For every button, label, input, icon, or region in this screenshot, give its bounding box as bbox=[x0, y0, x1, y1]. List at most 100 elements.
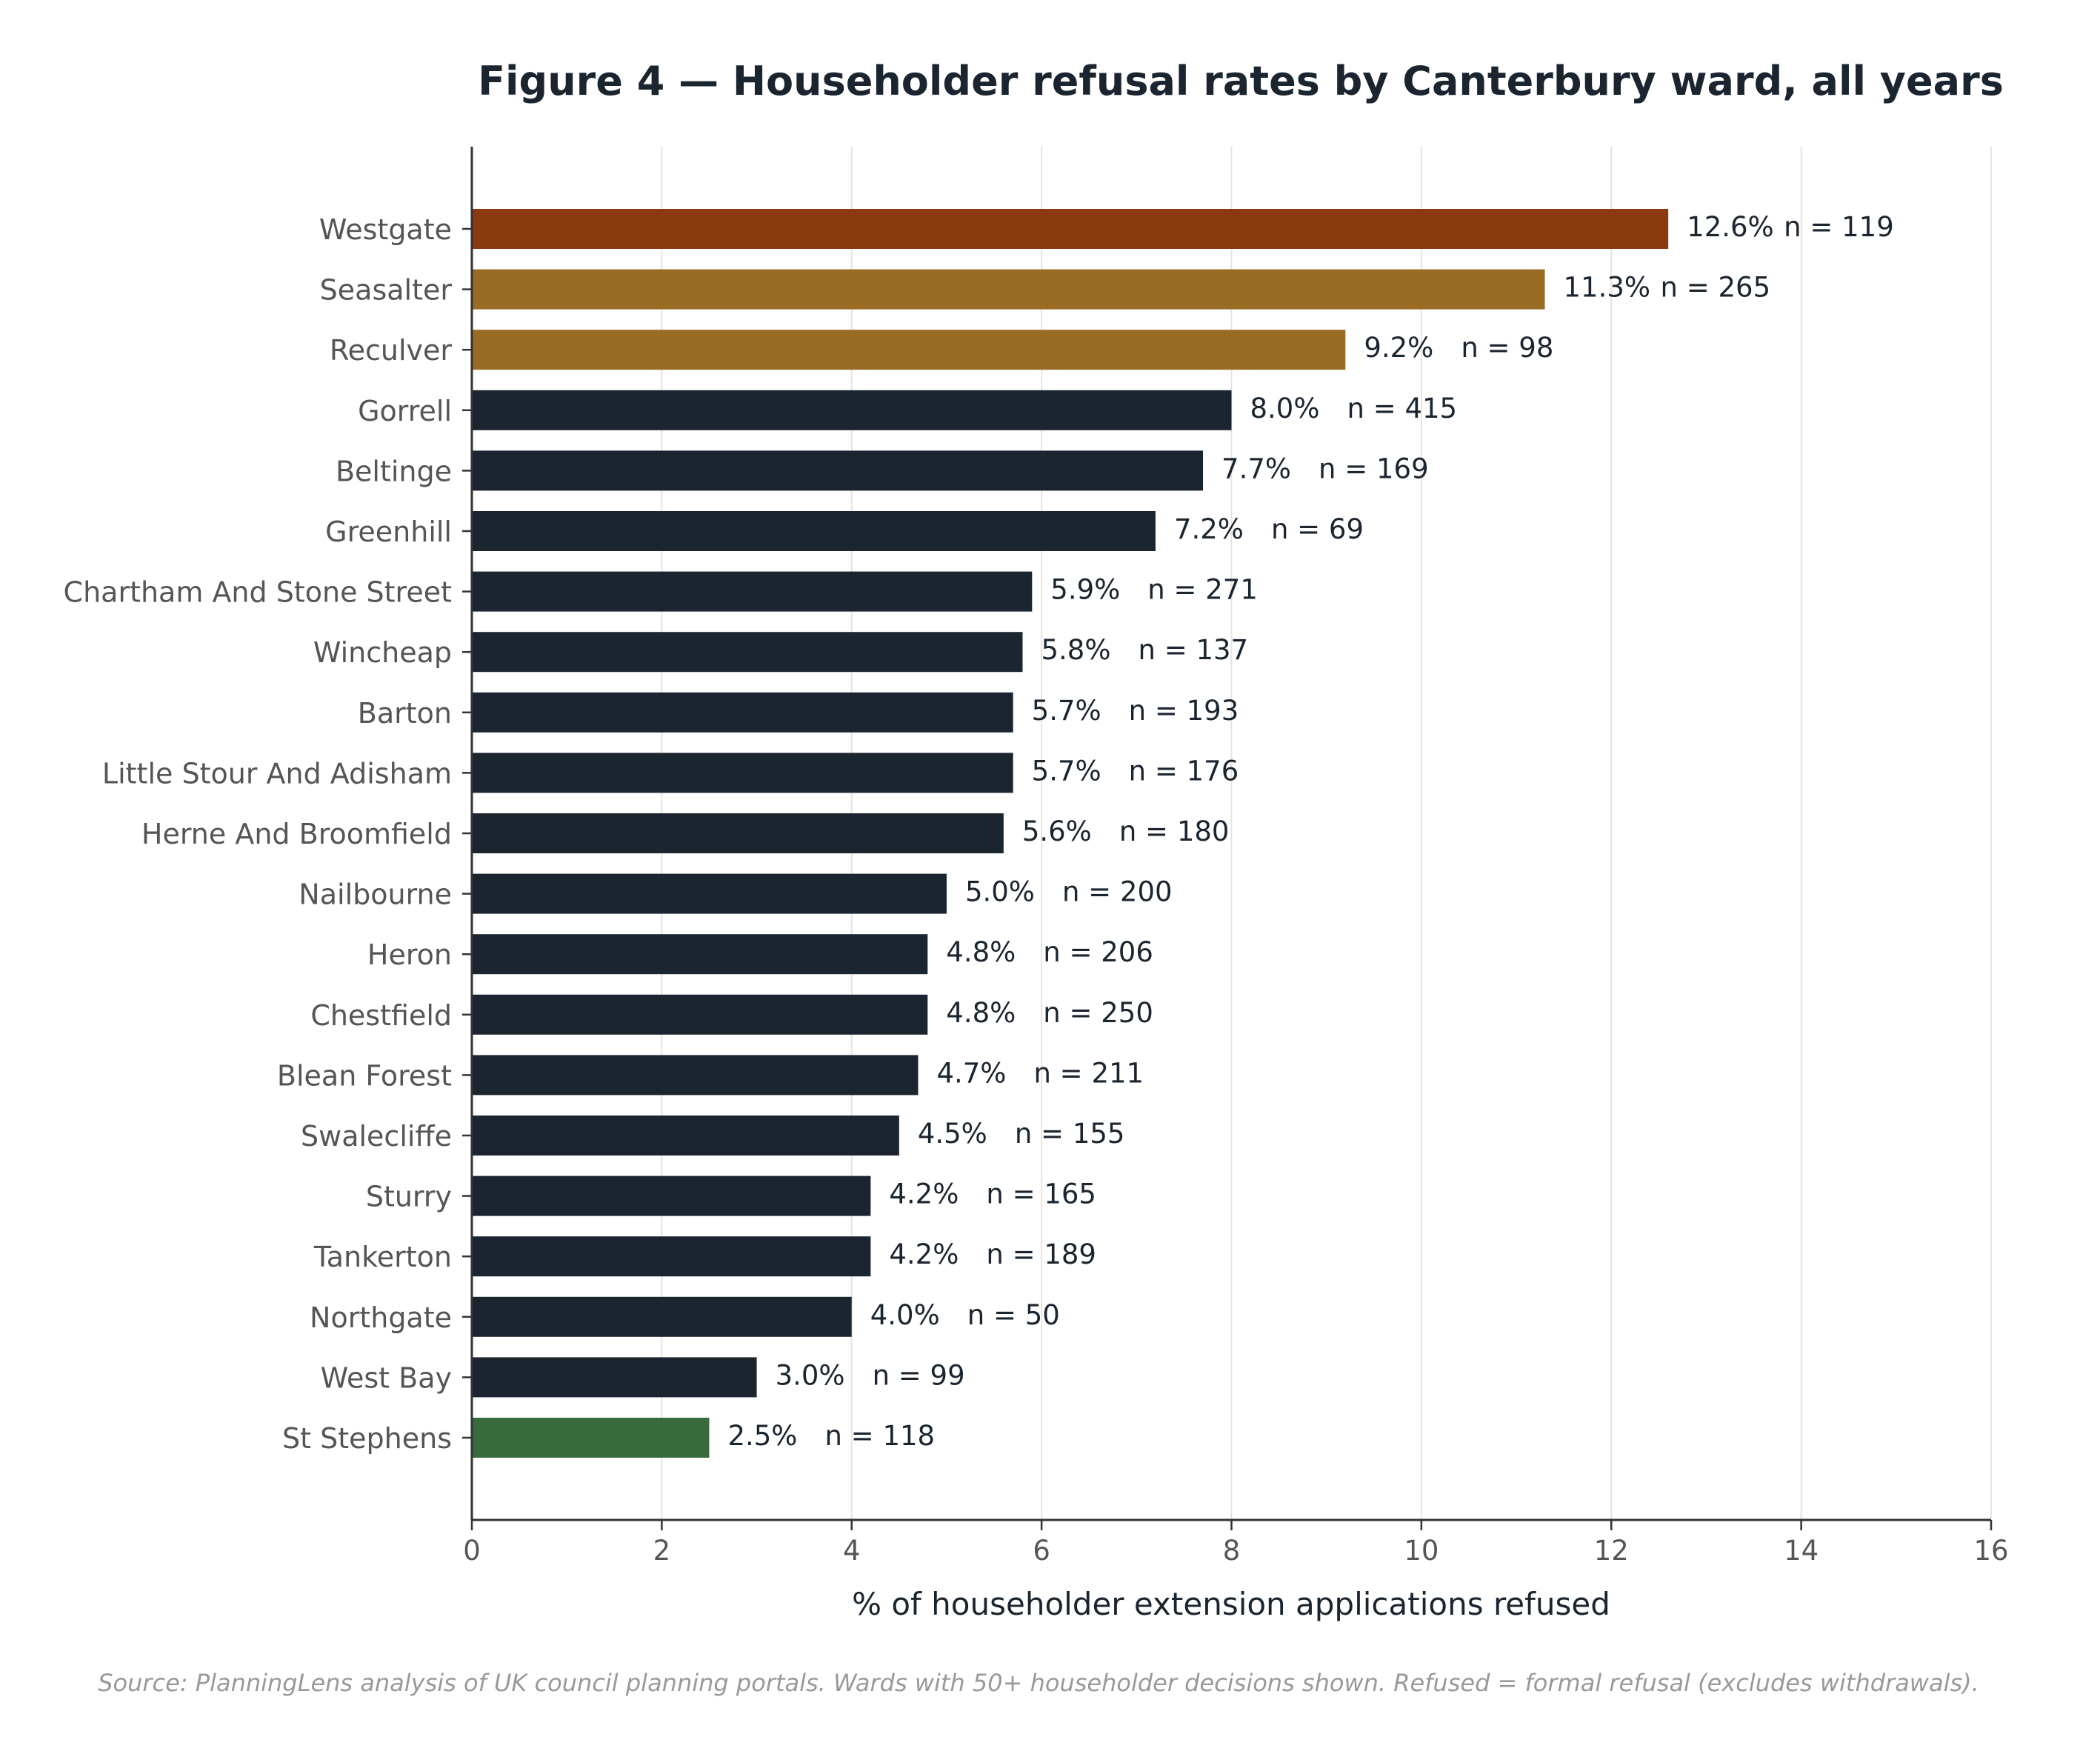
bar-value-label: 4.8% bbox=[946, 936, 1016, 968]
bar bbox=[472, 1176, 871, 1216]
ward-label: Barton bbox=[358, 697, 452, 730]
ward-label: Herne And Broomfield bbox=[141, 818, 452, 850]
x-tick-label: 4 bbox=[843, 1535, 861, 1567]
bar-n-label: n = 193 bbox=[1129, 695, 1239, 727]
bar bbox=[472, 330, 1346, 370]
bar bbox=[472, 692, 1013, 733]
bar-value-label: 4.7% bbox=[936, 1057, 1006, 1089]
bar bbox=[472, 753, 1013, 793]
ward-label: Westgate bbox=[319, 213, 452, 246]
bar bbox=[472, 511, 1156, 551]
x-tick-label: 0 bbox=[463, 1535, 481, 1567]
ward-label: Nailbourne bbox=[299, 878, 452, 911]
ward-label: Northgate bbox=[310, 1301, 452, 1334]
bar-n-label: n = 180 bbox=[1119, 816, 1230, 847]
ward-label: Chartham And Stone Street bbox=[64, 576, 452, 609]
bar bbox=[472, 873, 947, 914]
bar bbox=[472, 934, 928, 975]
bar-n-label: n = 50 bbox=[967, 1299, 1060, 1331]
ward-label: Tankerton bbox=[313, 1241, 452, 1273]
bar-value-label: 7.7% bbox=[1221, 453, 1291, 484]
bar-n-label: n = 119 bbox=[1784, 211, 1894, 243]
bar-n-label: n = 137 bbox=[1138, 634, 1248, 666]
bar bbox=[472, 813, 1004, 853]
ward-label: Wincheap bbox=[313, 636, 452, 669]
bar-n-label: n = 265 bbox=[1661, 272, 1771, 304]
bar-value-label: 5.7% bbox=[1032, 695, 1101, 727]
grid-lines bbox=[661, 147, 1992, 1520]
bar-n-label: n = 200 bbox=[1062, 876, 1173, 908]
bar bbox=[472, 632, 1023, 673]
bar bbox=[472, 390, 1232, 430]
bar-n-label: n = 99 bbox=[873, 1359, 965, 1391]
bar bbox=[472, 450, 1204, 491]
bar bbox=[472, 209, 1669, 249]
bar-value-label: 2.5% bbox=[727, 1420, 797, 1452]
ward-label: Seasalter bbox=[320, 274, 453, 307]
x-tick-label: 8 bbox=[1223, 1535, 1241, 1567]
ward-label: St Stephens bbox=[282, 1422, 452, 1455]
bar-value-label: 4.8% bbox=[946, 997, 1016, 1029]
ward-label: Greenhill bbox=[325, 516, 452, 548]
chart-title: Figure 4 — Householder refusal rates by … bbox=[478, 58, 2004, 104]
ward-label: Blean Forest bbox=[277, 1059, 452, 1092]
x-tick-label: 16 bbox=[1973, 1535, 2008, 1567]
bar-n-label: n = 189 bbox=[986, 1238, 1096, 1270]
bar-value-label: 4.0% bbox=[870, 1299, 940, 1331]
bar-n-label: n = 169 bbox=[1319, 453, 1429, 484]
ward-label: Little Stour And Adisham bbox=[102, 757, 452, 790]
x-tick-label: 10 bbox=[1404, 1535, 1439, 1567]
bar-value-label: 5.6% bbox=[1022, 816, 1092, 847]
bar-value-label: 5.0% bbox=[965, 876, 1035, 908]
x-tick-label: 2 bbox=[653, 1535, 671, 1567]
ward-label: Sturry bbox=[366, 1181, 452, 1213]
bar bbox=[472, 1296, 852, 1337]
ward-label: Gorrell bbox=[358, 395, 452, 427]
bar-n-label: n = 98 bbox=[1461, 332, 1553, 364]
bar bbox=[472, 1116, 899, 1156]
bar-n-label: n = 250 bbox=[1043, 997, 1153, 1029]
bar bbox=[472, 1418, 710, 1458]
bar-n-label: n = 271 bbox=[1147, 574, 1258, 606]
ward-label: Reculver bbox=[330, 334, 452, 367]
bar-group: Westgate 12.6% n = 119 Seasalter 11.3% n = 26… bbox=[64, 209, 1894, 1458]
bar-value-label: 7.2% bbox=[1174, 513, 1244, 545]
bar bbox=[472, 994, 928, 1035]
x-tick-label: 12 bbox=[1594, 1535, 1629, 1567]
bar-value-label: 5.9% bbox=[1050, 574, 1120, 606]
x-tick-label: 6 bbox=[1033, 1535, 1050, 1567]
bar-n-label: n = 211 bbox=[1033, 1057, 1144, 1089]
bar-value-label: 5.7% bbox=[1032, 755, 1101, 787]
bar bbox=[472, 1236, 871, 1277]
bar-value-label: 11.3% bbox=[1564, 272, 1651, 304]
bar-value-label: 12.6% bbox=[1687, 211, 1774, 243]
ward-label: West Bay bbox=[321, 1361, 452, 1394]
bar-value-label: 4.2% bbox=[889, 1238, 959, 1270]
bar-n-label: n = 165 bbox=[986, 1178, 1096, 1210]
bar bbox=[472, 1055, 919, 1096]
x-axis-label: % of householder extension applications … bbox=[852, 1586, 1610, 1622]
bar-value-label: 3.0% bbox=[776, 1359, 845, 1391]
bar bbox=[472, 1357, 757, 1398]
bar-value-label: 4.2% bbox=[889, 1178, 959, 1210]
source-note: Source: PlanningLens analysis of UK coun… bbox=[98, 1669, 1979, 1697]
bar-value-label: 9.2% bbox=[1364, 332, 1433, 364]
bar-n-label: n = 118 bbox=[824, 1420, 935, 1452]
x-tick-label: 14 bbox=[1784, 1535, 1819, 1567]
bar-n-label: n = 69 bbox=[1271, 513, 1364, 545]
ward-label: Chestfield bbox=[310, 999, 452, 1032]
bar-n-label: n = 206 bbox=[1043, 936, 1153, 968]
bar bbox=[472, 269, 1545, 310]
bar bbox=[472, 571, 1033, 612]
bar-value-label: 4.5% bbox=[918, 1118, 987, 1150]
bar-n-label: n = 415 bbox=[1347, 393, 1458, 424]
ward-label: Heron bbox=[367, 938, 452, 971]
bar-n-label: n = 176 bbox=[1129, 755, 1239, 787]
bar-value-label: 5.8% bbox=[1041, 634, 1110, 666]
ward-label: Swalecliffe bbox=[301, 1120, 452, 1153]
ward-label: Beltinge bbox=[336, 455, 452, 487]
bar-value-label: 8.0% bbox=[1250, 393, 1320, 424]
bar-n-label: n = 155 bbox=[1015, 1118, 1125, 1150]
axes: 0 2 4 6 8 10 12 14 16 bbox=[462, 147, 2009, 1567]
